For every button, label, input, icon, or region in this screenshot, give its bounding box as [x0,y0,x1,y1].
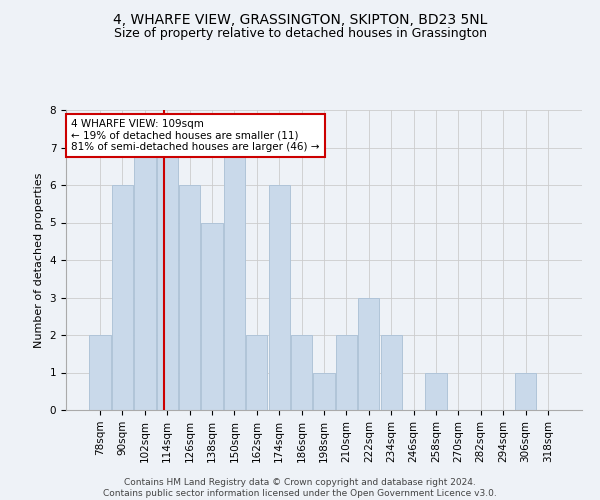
Bar [202,222,223,410]
Text: 4, WHARFE VIEW, GRASSINGTON, SKIPTON, BD23 5NL: 4, WHARFE VIEW, GRASSINGTON, SKIPTON, BD… [113,12,487,26]
Bar [179,185,200,410]
Bar [313,372,335,410]
Text: Contains HM Land Registry data © Crown copyright and database right 2024.
Contai: Contains HM Land Registry data © Crown c… [103,478,497,498]
Y-axis label: Number of detached properties: Number of detached properties [34,172,44,348]
Bar [112,185,133,410]
Bar [425,372,446,410]
Bar [515,372,536,410]
Bar [291,335,312,410]
Text: Size of property relative to detached houses in Grassington: Size of property relative to detached ho… [113,28,487,40]
Bar [269,185,290,410]
Bar [380,335,402,410]
Bar [157,148,178,410]
Text: 4 WHARFE VIEW: 109sqm
← 19% of detached houses are smaller (11)
81% of semi-deta: 4 WHARFE VIEW: 109sqm ← 19% of detached … [71,119,320,152]
Bar [246,335,268,410]
Bar [224,148,245,410]
Bar [89,335,111,410]
Bar [358,298,379,410]
Bar [336,335,357,410]
Bar [134,148,155,410]
